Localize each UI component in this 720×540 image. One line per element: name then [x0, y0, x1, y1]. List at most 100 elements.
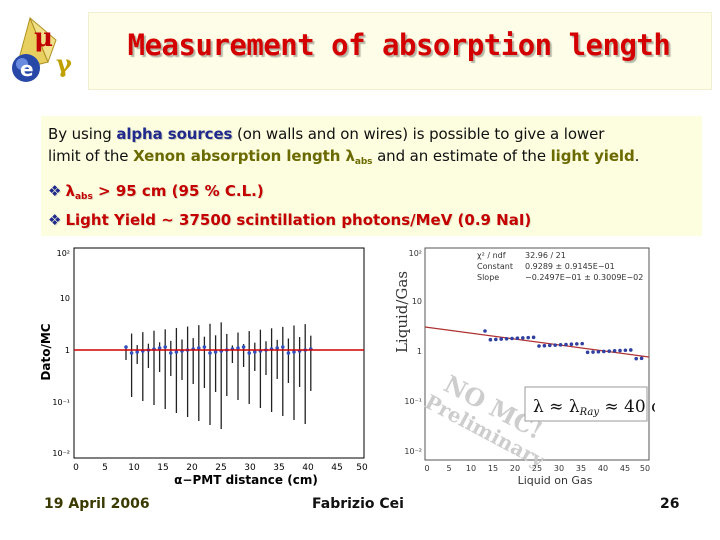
data-point: [553, 343, 557, 347]
data-point: [213, 350, 218, 354]
abs-subscript: abs: [354, 157, 373, 167]
data-point: [504, 337, 509, 341]
x-axis-label: α−PMT distance (cm): [174, 473, 318, 487]
data-point: [629, 348, 633, 352]
y-tick-label: 10⁻²: [52, 449, 70, 458]
bullet-list: ❖ λabs > 95 cm (95 % C.L.) ❖ Light Yield ~…: [48, 180, 531, 232]
data-point: [580, 341, 584, 346]
data-point: [591, 350, 595, 354]
data-point: [515, 336, 520, 341]
x-tick-label: 50: [356, 463, 368, 473]
data-point: [483, 329, 487, 333]
stat-value: −0.2497E−01 ± 0.3009E−02: [525, 273, 643, 282]
footer-author: Fabrizio Cei: [312, 496, 404, 512]
data-point: [623, 348, 628, 353]
stat-key: χ² / ndf: [477, 251, 506, 260]
data-point: [241, 345, 246, 349]
y-axis-label: Liquid/Gas: [393, 271, 411, 353]
data-point: [618, 348, 622, 353]
x-axis-label: Liquid on Gas: [518, 474, 593, 487]
x-tick-label: 35: [273, 463, 284, 473]
x-tick-label: 10: [128, 463, 140, 473]
data-point: [585, 350, 590, 355]
para-text: (on walls and on wires) is possible to g…: [232, 125, 605, 143]
x-tick-label: 5: [102, 463, 108, 473]
data-point: [602, 349, 606, 354]
data-point: [612, 349, 617, 353]
x-tick-label: 20: [186, 463, 198, 473]
x-tick-label: 25: [532, 464, 542, 473]
data-point: [163, 345, 167, 349]
x-tick-label: 0: [424, 464, 429, 473]
x-tick-label: 30: [554, 464, 564, 473]
formula-box: [524, 386, 648, 422]
data-point: [281, 345, 285, 349]
bullet-item: ❖ Light Yield ~ 37500 scintillation photo…: [48, 209, 531, 232]
data-point: [488, 337, 493, 342]
y-tick-label: 10²: [57, 249, 70, 258]
y-tick-label: 1: [65, 346, 70, 355]
data-points: [124, 322, 313, 429]
abs-subscript: abs: [74, 192, 93, 202]
footer-date: 19 April 2006: [44, 496, 150, 512]
x-tick-label: 45: [620, 464, 630, 473]
data-point: [639, 356, 644, 361]
data-point: [607, 349, 611, 353]
alpha-sources-highlight: alpha sources: [116, 125, 233, 143]
data-point: [531, 335, 536, 340]
y-tick-label: 10: [60, 294, 70, 303]
data-points: [483, 329, 644, 361]
bullet-item: ❖ λabs > 95 cm (95 % C.L.): [48, 180, 531, 209]
data-point: [174, 350, 179, 354]
data-point: [197, 346, 201, 350]
y-tick-label: 10²: [409, 249, 422, 258]
x-tick-label: 35: [576, 464, 586, 473]
data-point: [499, 337, 503, 341]
data-point: [596, 349, 601, 354]
stat-key: Slope: [477, 273, 499, 282]
y-tick-label: 10: [412, 297, 422, 306]
text-panel: [41, 116, 702, 236]
data-point: [247, 351, 251, 355]
x-tick-label: 50: [640, 464, 650, 473]
data-point: [275, 346, 279, 350]
y-tick-label: 1: [417, 347, 422, 356]
intro-paragraph: By using alpha sources (on walls and on …: [48, 123, 639, 173]
y-tick-label: 10⁻¹: [52, 398, 70, 407]
y-tick-label: 10⁻²: [404, 447, 422, 456]
data-point: [292, 350, 296, 354]
x-tick-label: 25: [215, 463, 226, 473]
x-tick-label: 5: [446, 464, 451, 473]
lambda-symbol: λ: [65, 182, 75, 200]
e-glyph: e: [20, 57, 34, 81]
diamond-bullet-icon: ❖: [48, 182, 62, 200]
data-point: [558, 343, 563, 347]
data-point: [634, 356, 638, 361]
para-text: limit of the: [48, 147, 134, 165]
x-tick-label: 0: [73, 463, 79, 473]
data-point: [542, 343, 547, 348]
x-tick-label: 15: [488, 464, 498, 473]
light-yield-highlight: light yield: [550, 147, 635, 165]
mu-glyph: μ: [34, 23, 53, 53]
x-tick-label: 40: [598, 464, 608, 473]
fit-line: [424, 326, 650, 358]
data-point: [494, 337, 498, 342]
data-point: [548, 343, 552, 348]
x-tick-label: 20: [510, 464, 520, 473]
y-axis-label: Dato/MC: [39, 323, 53, 380]
data-point: [575, 342, 579, 346]
gamma-glyph: γ: [56, 49, 72, 78]
bullet-text: > 95 cm (95 % C.L.): [92, 182, 264, 200]
data-point: [236, 346, 240, 350]
y-tick-label: 10⁻¹: [404, 397, 422, 406]
para-text: By using: [48, 125, 117, 143]
x-tick-label: 10: [466, 464, 476, 473]
stat-value: 32.96 / 21: [525, 251, 566, 260]
data-point: [564, 342, 568, 347]
diamond-bullet-icon: ❖: [48, 211, 62, 229]
data-point: [135, 350, 139, 354]
data-point: [537, 344, 541, 348]
data-point: [569, 342, 574, 347]
x-tick-label: 15: [157, 463, 168, 473]
